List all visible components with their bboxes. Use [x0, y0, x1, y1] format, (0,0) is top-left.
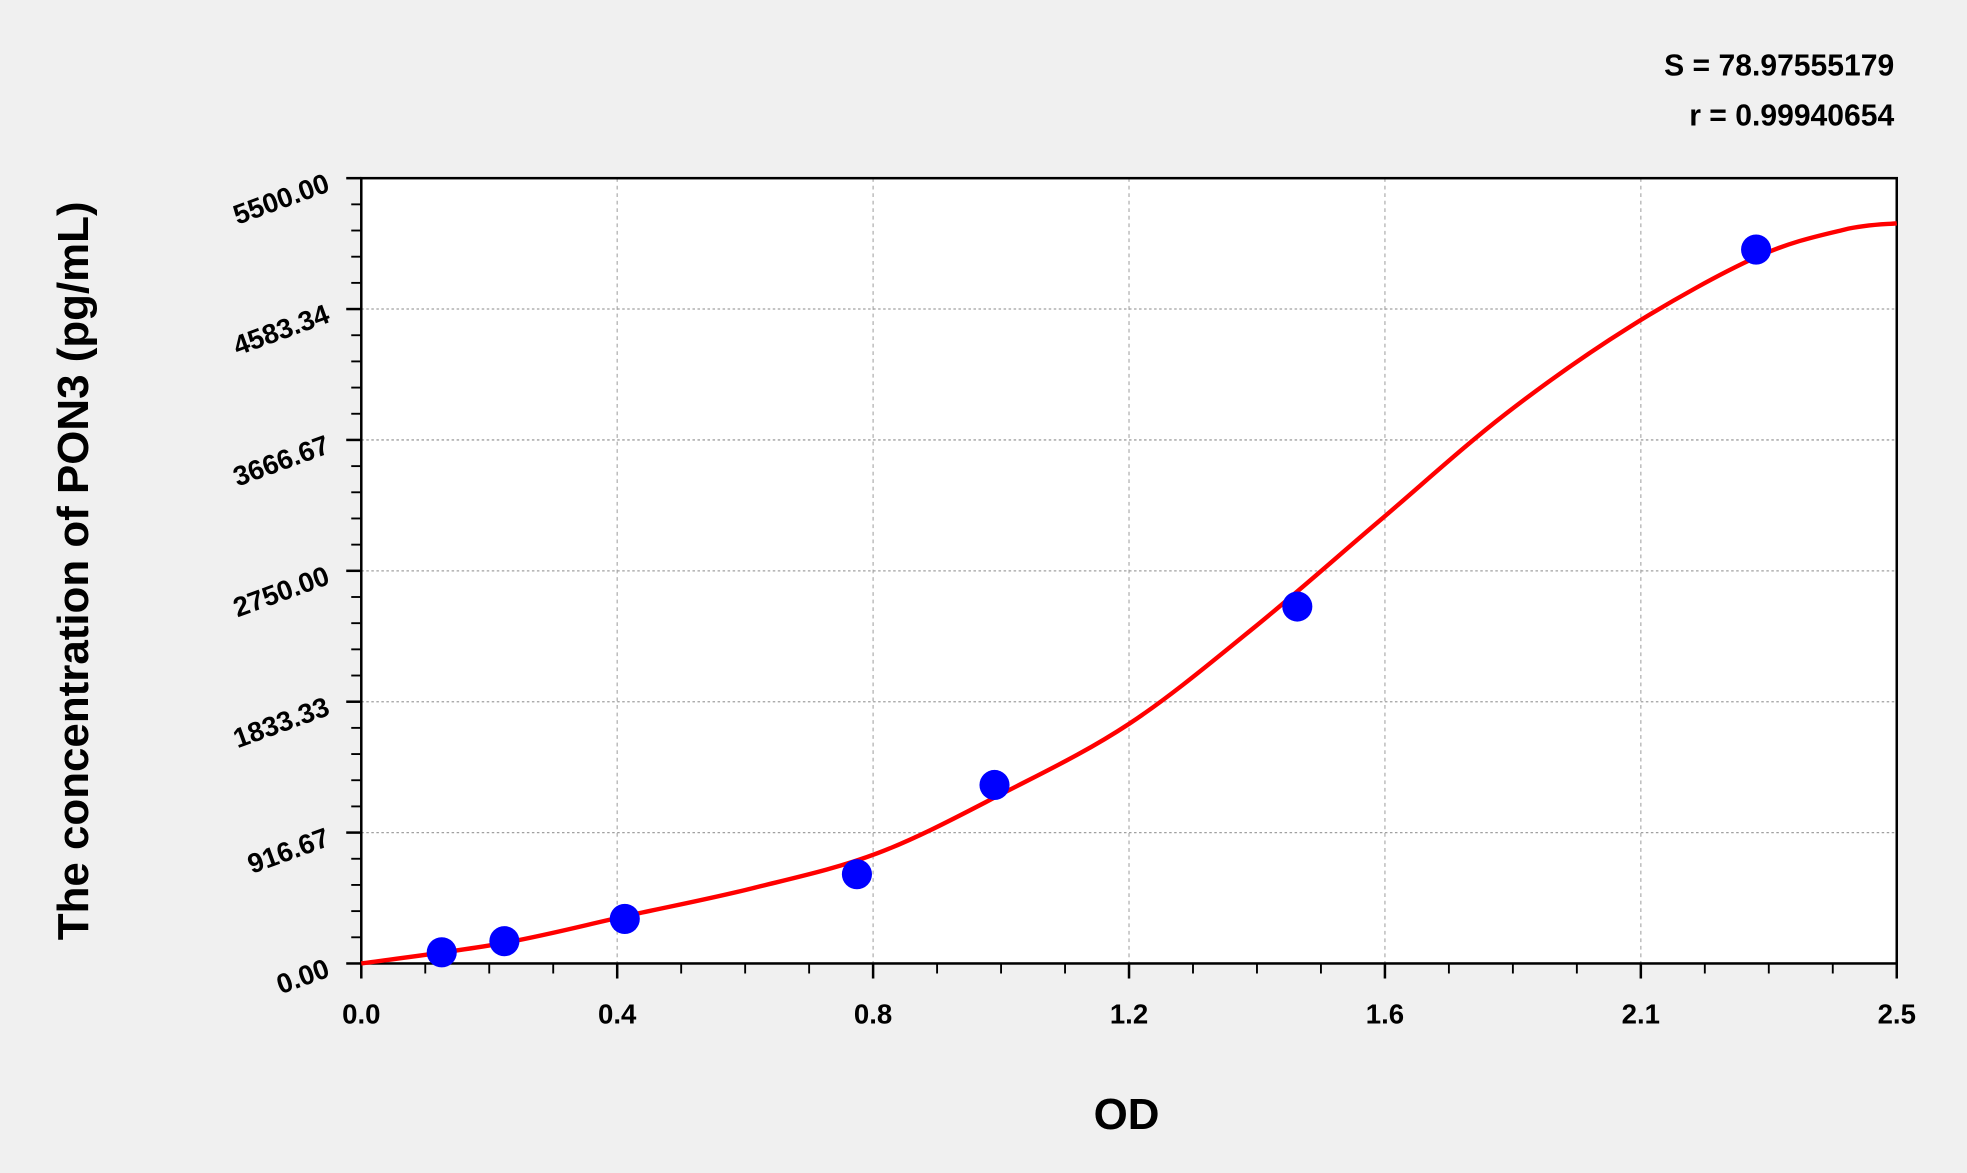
x-tick-label: 2.5 [1878, 999, 1916, 1030]
x-tick-label: 0.8 [854, 999, 892, 1030]
data-point [489, 926, 520, 957]
data-point [426, 937, 457, 968]
r-statistic: r = 0.99940654 [1689, 99, 1894, 132]
axis-ticks [346, 176, 1899, 979]
x-tick-label: 1.2 [1110, 999, 1148, 1030]
data-point [609, 903, 640, 934]
data-point [841, 859, 872, 890]
x-tick-label: 0.4 [598, 999, 637, 1030]
x-axis-title: OD [1094, 1090, 1160, 1139]
data-point [1282, 591, 1313, 622]
y-axis-title: The concentration of PON3 (pg/mL) [49, 201, 98, 940]
s-statistic: S = 78.97555179 [1664, 49, 1894, 82]
x-tick-labels: 0.0 0.4 0.8 1.2 1.6 2.1 2.5 [342, 999, 1916, 1030]
data-point [979, 769, 1010, 801]
x-tick-label: 0.0 [342, 999, 380, 1030]
data-points [426, 234, 1772, 968]
x-tick-label: 1.6 [1366, 999, 1404, 1030]
x-tick-label: 2.1 [1622, 999, 1660, 1030]
plot-frame [360, 176, 1899, 965]
grid [361, 178, 1897, 964]
data-point [1741, 234, 1772, 265]
